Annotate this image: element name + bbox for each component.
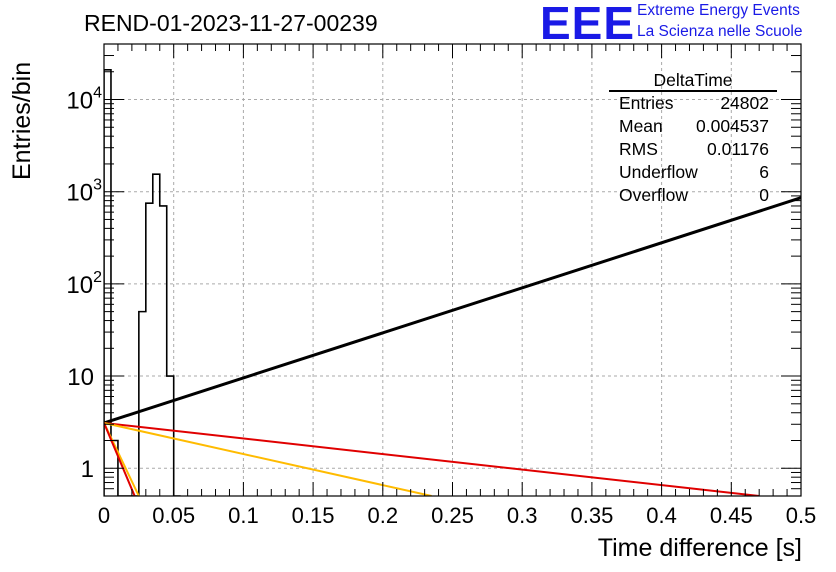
- fit-line: [104, 196, 801, 425]
- stats-label: Overflow: [619, 185, 689, 205]
- stats-label: Entries: [619, 93, 674, 113]
- stats-value: 24802: [720, 93, 769, 113]
- grid-lines: [104, 44, 801, 496]
- logo-line-1: Extreme Energy Events: [637, 2, 800, 19]
- stats-box: DeltaTime Entries 24802 Mean 0.004537 RMS 0.0…: [609, 70, 777, 207]
- x-tick-label: 0.45: [710, 503, 753, 528]
- x-tick-label: 0.5: [786, 503, 817, 528]
- x-axis: 0 0.05 0.1 0.15 0.2 0.25 0.3 0.35 0.4 0.45 0.5: [98, 44, 816, 528]
- stats-value: 6: [759, 162, 769, 182]
- fit-line: [104, 422, 136, 496]
- x-tick-label: 0.2: [368, 503, 399, 528]
- stats-row: Entries 24802: [609, 92, 777, 115]
- x-tick-label: 0.4: [646, 503, 677, 528]
- stats-title: DeltaTime: [609, 70, 777, 92]
- y-tick-label: 102: [66, 269, 102, 299]
- x-tick-label: 0.05: [152, 503, 195, 528]
- x-axis-label: Time difference [s]: [597, 534, 802, 562]
- x-tick-label: 0.3: [507, 503, 538, 528]
- stats-row: Underflow 6: [609, 161, 777, 184]
- stats-row: Mean 0.004537: [609, 115, 777, 138]
- eee-logo: EEE: [540, 0, 636, 49]
- x-tick-label: 0: [98, 503, 110, 528]
- stats-value: 0.004537: [696, 116, 769, 136]
- logo-line-2: La Scienza nelle Scuole: [637, 23, 803, 40]
- stats-label: RMS: [619, 139, 658, 159]
- y-tick-label: 104: [66, 85, 102, 115]
- stats-row: Overflow 0: [609, 184, 777, 207]
- stats-label: Mean: [619, 116, 663, 136]
- x-tick-label: 0.1: [228, 503, 259, 528]
- fit-line: [104, 421, 760, 496]
- stats-value: 0: [759, 185, 769, 205]
- plot-title: REND-01-2023-11-27-00239: [84, 10, 378, 36]
- x-tick-label: 0.35: [570, 503, 613, 528]
- y-tick-label: 103: [66, 177, 102, 207]
- stats-value: 0.01176: [707, 139, 769, 159]
- stats-row: RMS 0.01176: [609, 138, 777, 161]
- x-tick-label: 0.25: [431, 503, 474, 528]
- x-tick-label: 0.15: [292, 503, 335, 528]
- y-tick-label: 10: [67, 364, 94, 391]
- y-tick-label: 1: [81, 456, 94, 483]
- y-axis-label: Entries/bin: [8, 61, 36, 180]
- fit-line: [104, 421, 432, 496]
- y-axis: 1 10 102 103 104: [66, 43, 801, 497]
- fit-lines: [104, 196, 801, 496]
- stats-label: Underflow: [619, 162, 698, 182]
